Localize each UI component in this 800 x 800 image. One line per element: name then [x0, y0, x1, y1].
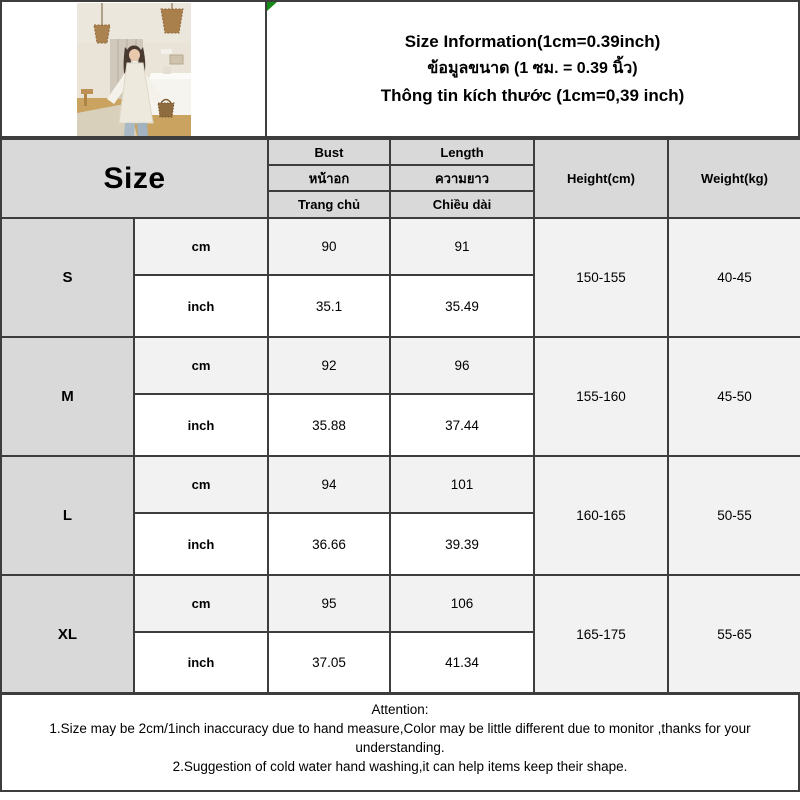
- title-english: Size Information(1cm=0.39inch): [404, 32, 661, 51]
- table-row: S cm 90 91 150-155 40-45: [0, 217, 800, 338]
- bust-header-en: Bust: [267, 138, 391, 166]
- table-row: inch 37.05 41.34: [1, 631, 800, 694]
- table-row: L cm 94 101 160-165 50-55: [0, 455, 800, 576]
- green-corner-marker-icon: [267, 2, 277, 11]
- product-photo-cell: [0, 0, 267, 138]
- length-header-th: ความยาว: [389, 164, 535, 192]
- xl-length-inch: 41.34: [389, 631, 535, 694]
- attention-heading: Attention:: [371, 702, 429, 717]
- product-photo: [76, 2, 191, 136]
- xl-bust-cm: 95: [267, 574, 391, 633]
- xl-bust-inch: 37.05: [267, 631, 391, 694]
- m-weight: 45-50: [667, 336, 800, 457]
- title-cell: Size Information(1cm=0.39inch) ข้อมูลขนา…: [267, 0, 800, 138]
- table-row: inch 35.88 37.44: [1, 393, 800, 457]
- header-row-en: Size Bust Length Height(cm) Weight(kg): [0, 138, 800, 219]
- m-bust-inch: 35.88: [267, 393, 391, 457]
- bust-header-vi: Trang chủ: [267, 190, 391, 219]
- title-thai: ข้อมูลขนาด (1 ซม. = 0.39 นิ้ว): [427, 60, 638, 77]
- attention-note-2: 2.Suggestion of cold water hand washing,…: [172, 759, 628, 774]
- attention-note-1: 1.Size may be 2cm/1inch inaccuracy due t…: [49, 721, 751, 755]
- size-l-label: L: [0, 455, 135, 576]
- unit-inch-label: inch: [133, 393, 269, 457]
- m-length-cm: 96: [389, 336, 535, 395]
- xl-length-cm: 106: [389, 574, 535, 633]
- xl-height: 165-175: [533, 574, 669, 694]
- weight-header: Weight(kg): [667, 138, 800, 219]
- size-m-label: M: [0, 336, 135, 457]
- size-column-header: Size: [0, 138, 269, 219]
- s-length-inch: 35.49: [389, 274, 535, 338]
- s-bust-inch: 35.1: [267, 274, 391, 338]
- l-length-inch: 39.39: [389, 512, 535, 576]
- m-length-inch: 37.44: [389, 393, 535, 457]
- bust-header-th: หน้าอก: [267, 164, 391, 192]
- l-height: 160-165: [533, 455, 669, 576]
- m-bust-cm: 92: [267, 336, 391, 395]
- top-band: Size Information(1cm=0.39inch) ข้อมูลขนา…: [0, 0, 800, 138]
- title-vietnamese: Thông tin kích thước (1cm=0,39 inch): [380, 86, 685, 105]
- unit-cm-label: cm: [133, 217, 269, 276]
- s-length-cm: 91: [389, 217, 535, 276]
- unit-inch-label: inch: [133, 512, 269, 576]
- table-row: M cm 92 96 155-160 45-50: [0, 336, 800, 457]
- unit-cm-label: cm: [133, 336, 269, 395]
- size-xl-label: XL: [0, 574, 135, 694]
- l-bust-inch: 36.66: [267, 512, 391, 576]
- unit-inch-label: inch: [133, 274, 269, 338]
- l-weight: 50-55: [667, 455, 800, 576]
- unit-inch-label: inch: [133, 631, 269, 694]
- size-s-label: S: [0, 217, 135, 338]
- length-header-vi: Chiều dài: [389, 190, 535, 219]
- unit-cm-label: cm: [133, 574, 269, 633]
- unit-cm-label: cm: [133, 455, 269, 514]
- length-header-en: Length: [389, 138, 535, 166]
- height-header: Height(cm): [533, 138, 669, 219]
- table-row: inch 35.1 35.49: [1, 274, 800, 338]
- header-row-th: หน้าอก ความยาว: [1, 164, 800, 192]
- header-row-vi: Trang chủ Chiều dài: [1, 190, 800, 219]
- table-row: XL cm 95 106 165-175 55-65: [0, 574, 800, 694]
- size-table: Size Bust Length Height(cm) Weight(kg) ห…: [0, 138, 800, 694]
- m-height: 155-160: [533, 336, 669, 457]
- s-bust-cm: 90: [267, 217, 391, 276]
- s-weight: 40-45: [667, 217, 800, 338]
- l-bust-cm: 94: [267, 455, 391, 514]
- attention-box: Attention: 1.Size may be 2cm/1inch inacc…: [0, 693, 800, 792]
- table-row: inch 36.66 39.39: [1, 512, 800, 576]
- l-length-cm: 101: [389, 455, 535, 514]
- s-height: 150-155: [533, 217, 669, 338]
- xl-weight: 55-65: [667, 574, 800, 694]
